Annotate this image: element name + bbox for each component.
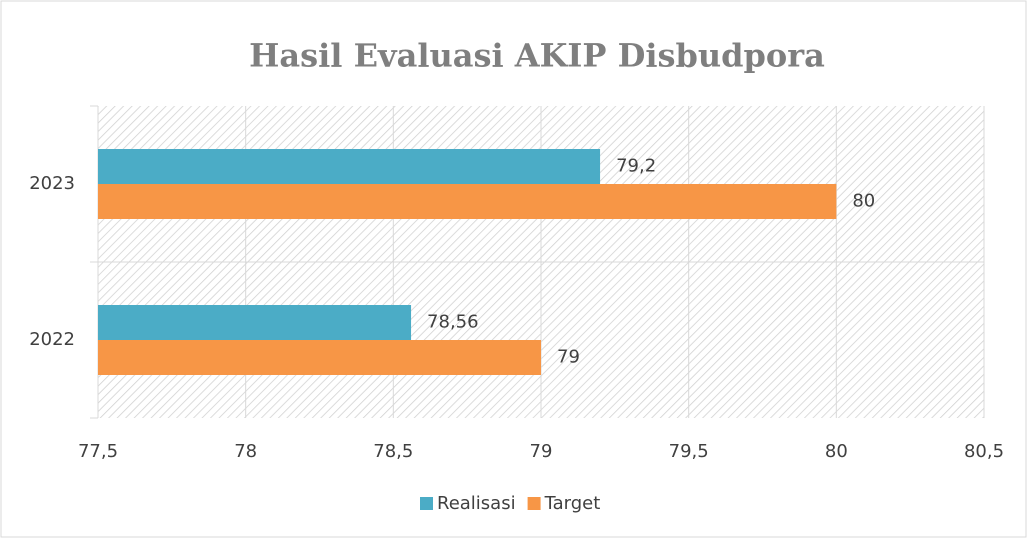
data-label: 79 [557, 347, 580, 368]
x-tick-label: 79,5 [669, 441, 709, 462]
bar [98, 305, 412, 340]
data-label: 78,56 [427, 312, 479, 333]
bar [98, 340, 541, 375]
x-tick-label: 78 [234, 441, 257, 462]
legend-label: Target [544, 493, 601, 514]
x-tick-label: 80,5 [964, 441, 1004, 462]
x-tick-label: 80 [825, 441, 848, 462]
y-tick-label: 2022 [29, 329, 75, 350]
bar [98, 149, 601, 184]
x-tick-label: 78,5 [373, 441, 413, 462]
legend-swatch [420, 497, 433, 510]
x-tick-label: 79 [530, 441, 553, 462]
y-tick-label: 2023 [29, 173, 75, 194]
x-tick-label: 77,5 [78, 441, 118, 462]
chart-title: Hasil Evaluasi AKIP Disbudpora [249, 37, 825, 75]
bar [98, 184, 837, 219]
legend-swatch [527, 497, 541, 510]
legend-label: Realisasi [437, 493, 516, 514]
data-label: 80 [852, 191, 875, 212]
data-label: 79,2 [616, 156, 656, 177]
